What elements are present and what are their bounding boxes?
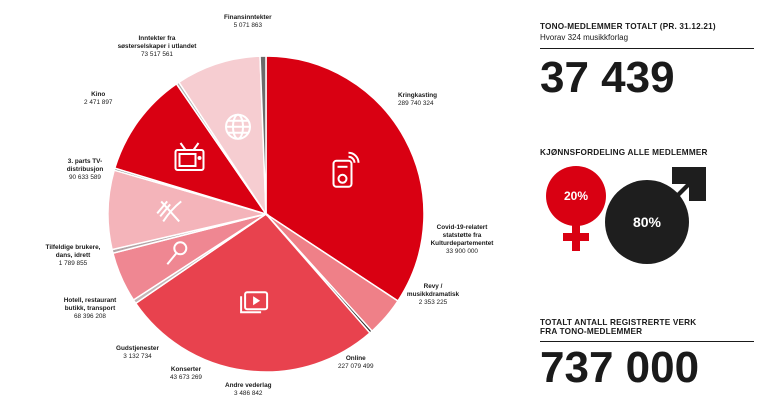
microphone-icon [166,241,188,265]
male-circle [605,180,689,264]
pie-slice [259,55,267,215]
radio-icon [332,151,360,188]
play-icon [240,291,269,314]
globe-icon [225,113,251,140]
works-block: TOTALT ANTALL REGISTRERTE VERK FRA TONO-… [540,318,696,336]
members-sub: Hvorav 324 musikkforlag [540,33,629,42]
male-percent: 80% [633,214,662,230]
tv-icon [174,142,205,171]
female-percent: 20% [564,189,588,203]
members-divider [540,48,754,49]
works-total: 737 000 [540,343,700,392]
cutlery-icon [156,200,182,223]
label-revy: Revy / musikkdramatisk 2 353 225 [406,283,460,306]
label-sosterselskaper: Inntekter fra søsterselskaper i utlandet… [117,35,197,58]
gender-graphic: 20% 80% [546,166,706,264]
gender-block: KJØNNSFORDELING ALLE MEDLEMMER [540,148,708,157]
works-heading-2: FRA TONO-MEDLEMMER [540,327,643,336]
label-gudstjenester: Gudstjenester 3 132 734 [116,345,159,360]
label-online: Online 227 079 499 [338,355,374,370]
pie-slices [107,55,425,373]
label-andre-vederlag: Andre vederlag 3 486 842 [225,382,272,397]
label-kino: Kino 2 471 897 [84,91,113,106]
works-divider [540,341,754,342]
pie-slice [177,55,267,217]
members-block: TONO-MEDLEMMER TOTALT (PR. 31.12.21) Hvo… [540,22,716,42]
female-circle [546,166,606,226]
label-kringkasting: Kringkasting 289 740 324 [398,92,438,107]
label-tilfeldige: Tilfeldige brukere, dans, idrett 1 789 85… [45,244,101,267]
members-heading: TONO-MEDLEMMER TOTALT (PR. 31.12.21) [540,22,716,31]
members-total: 37 439 [540,53,675,102]
female-symbol-cross [563,233,589,241]
gender-heading: KJØNNSFORDELING ALLE MEDLEMMER [540,148,708,157]
label-hotell: Hotell, restaurant butikk, transport 68 3… [63,297,117,320]
label-covid: Covid-19-relatert statstøtte fra Kulturd… [430,224,494,255]
label-finansinntekter: Finansinntekter 5 071 863 [224,14,272,29]
label-konserter: Konserter 43 673 269 [170,366,202,381]
label-tv-distribusjon: 3. parts TV-distribusjon 90 633 589 [66,158,104,181]
male-symbol-icon [672,167,706,201]
pie-slice [113,82,268,216]
works-heading-1: TOTALT ANTALL REGISTRERTE VERK [540,318,697,327]
pie-icons [156,113,360,314]
